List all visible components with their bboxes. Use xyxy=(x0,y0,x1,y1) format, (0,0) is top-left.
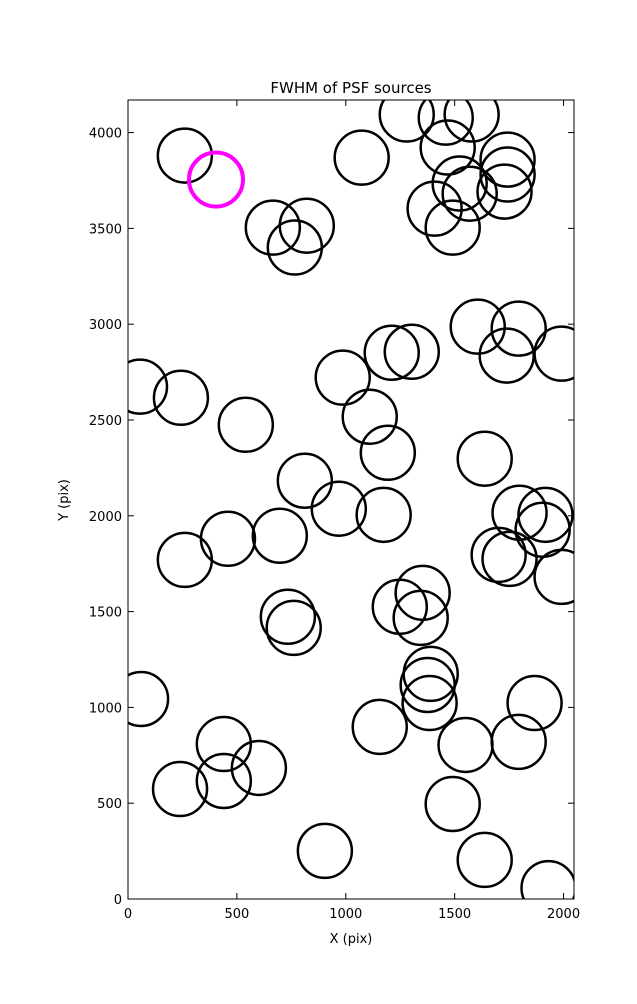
source-circle xyxy=(156,127,214,184)
y-tick-label: 0 xyxy=(114,893,122,908)
source-circle xyxy=(399,656,456,714)
source-circle xyxy=(186,150,245,209)
source-circle xyxy=(151,760,209,818)
source-circle xyxy=(424,775,481,833)
source-circle xyxy=(359,424,417,481)
x-axis-label: X (pix) xyxy=(330,932,373,947)
source-circle xyxy=(152,369,210,427)
source-circle xyxy=(266,219,324,276)
source-circle xyxy=(276,452,334,509)
source-circle xyxy=(449,298,506,355)
source-circle xyxy=(251,507,309,564)
plot-frame xyxy=(127,99,575,900)
source-circle xyxy=(383,323,441,381)
plot-area xyxy=(128,100,574,899)
y-tick-label: 3000 xyxy=(89,318,122,333)
y-tick-label: 3500 xyxy=(89,222,122,237)
source-circle xyxy=(351,698,408,756)
y-tick-label: 4000 xyxy=(89,127,122,142)
source-circle xyxy=(156,531,214,589)
source-circle xyxy=(128,358,169,415)
source-circle xyxy=(296,822,354,880)
source-circle xyxy=(406,180,463,237)
source-circle xyxy=(355,486,412,544)
source-circle xyxy=(533,325,574,382)
source-circle xyxy=(378,100,435,143)
x-tick-label: 500 xyxy=(224,907,249,922)
y-tick-label: 2500 xyxy=(89,414,122,429)
source-circle xyxy=(244,199,302,256)
source-circle xyxy=(333,129,390,186)
source-circle xyxy=(265,599,322,657)
source-circle xyxy=(341,388,398,445)
source-circle xyxy=(314,349,371,406)
source-circle xyxy=(476,163,533,220)
source-circle xyxy=(437,716,494,774)
y-tick-label: 1000 xyxy=(89,701,122,716)
source-circle xyxy=(533,548,574,606)
source-circle xyxy=(431,155,488,212)
y-axis-label: Y (pix) xyxy=(57,479,72,522)
source-circle xyxy=(392,589,449,647)
source-circle xyxy=(310,480,368,537)
y-tick-label: 1500 xyxy=(89,606,122,621)
source-circle xyxy=(490,300,547,357)
source-circle xyxy=(424,199,481,256)
y-tick-label: 500 xyxy=(97,797,122,812)
source-circle xyxy=(128,670,170,728)
source-circle xyxy=(195,752,253,810)
source-circle xyxy=(259,588,317,646)
x-tick-label: 1000 xyxy=(329,907,362,922)
source-circle xyxy=(195,715,253,773)
y-tick-label: 2000 xyxy=(89,510,122,525)
source-circle xyxy=(230,739,288,797)
source-circle xyxy=(517,486,574,544)
source-circle xyxy=(520,859,574,899)
source-circle xyxy=(363,324,420,381)
x-tick-label: 1500 xyxy=(438,907,471,922)
source-circle xyxy=(217,396,275,454)
x-tick-label: 0 xyxy=(124,907,132,922)
source-circle xyxy=(479,131,536,188)
chart-title: FWHM of PSF sources xyxy=(270,79,431,97)
source-circle xyxy=(479,146,536,203)
source-circle xyxy=(441,165,498,222)
source-circle xyxy=(401,674,458,732)
source-circle xyxy=(443,100,500,143)
source-circle xyxy=(456,831,513,889)
x-tick-label: 2000 xyxy=(547,907,580,922)
source-circle xyxy=(456,430,513,487)
source-circle xyxy=(419,119,476,176)
source-circle xyxy=(481,530,538,588)
source-circle xyxy=(470,526,527,584)
source-circle xyxy=(506,674,563,732)
source-circle xyxy=(417,100,474,146)
